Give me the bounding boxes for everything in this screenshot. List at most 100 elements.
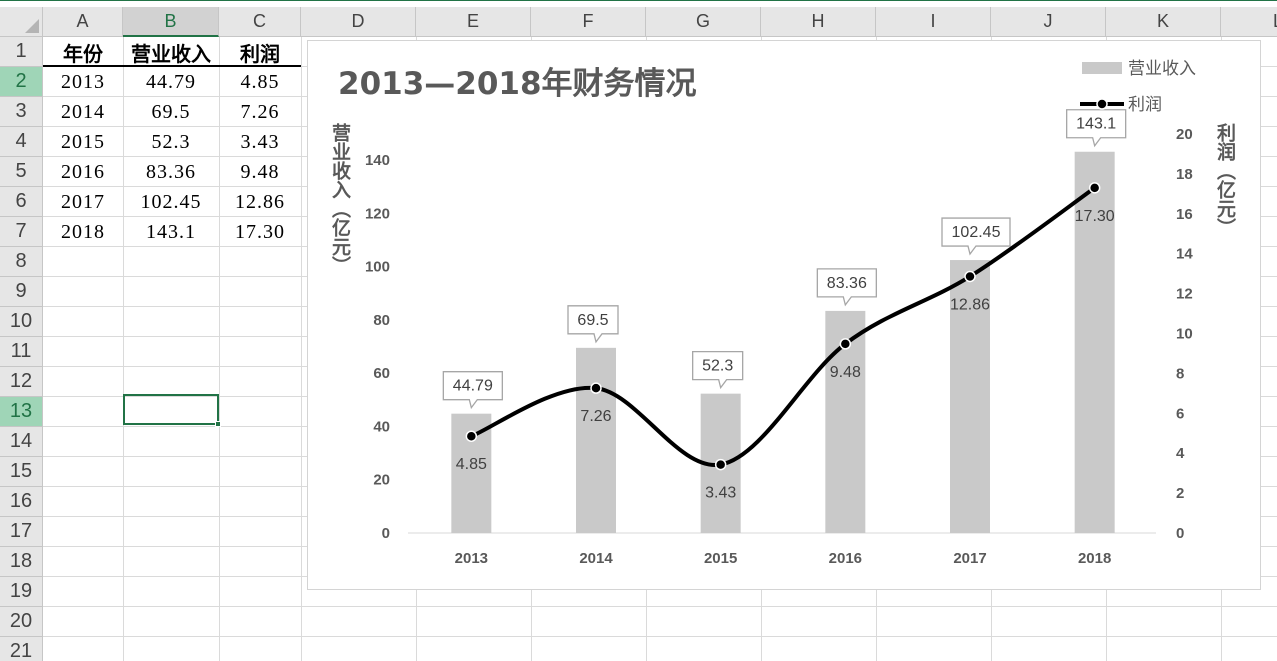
row-header-14[interactable]: 14: [0, 427, 43, 457]
bar-data-label: 44.79: [453, 378, 493, 395]
column-header-E[interactable]: E: [416, 7, 531, 37]
row-header-20[interactable]: 20: [0, 607, 43, 637]
x-tick-label: 2017: [953, 550, 986, 567]
column-header-I[interactable]: I: [876, 7, 991, 37]
cell-A7[interactable]: 2018: [61, 220, 105, 243]
y-tick-label: 0: [382, 525, 390, 542]
header-underline: [43, 65, 301, 67]
cell-B2[interactable]: 44.79: [146, 70, 196, 93]
row-header-6[interactable]: 6: [0, 187, 43, 217]
cell-B4[interactable]: 52.3: [151, 130, 191, 153]
cell-C7[interactable]: 17.30: [235, 220, 285, 243]
y2-tick-label: 14: [1176, 246, 1193, 263]
cell-B5[interactable]: 83.36: [146, 160, 196, 183]
profit-point-2014: [590, 382, 602, 394]
y2-tick-label: 20: [1176, 126, 1193, 143]
profit-point-2017: [964, 270, 976, 283]
y2-tick-label: 0: [1176, 525, 1184, 542]
column-header-A[interactable]: A: [43, 7, 123, 37]
column-header-K[interactable]: K: [1106, 7, 1221, 37]
y2-tick-label: 18: [1176, 166, 1193, 183]
gridline-horizontal: [43, 606, 1277, 607]
gridline-vertical: [123, 37, 124, 661]
cell-C4[interactable]: 3.43: [240, 130, 280, 153]
cell-B7[interactable]: 143.1: [146, 220, 196, 243]
profit-point-2015: [714, 458, 727, 471]
row-header-10[interactable]: 10: [0, 307, 43, 337]
row-header-17[interactable]: 17: [0, 517, 43, 547]
row-header-21[interactable]: 21: [0, 637, 43, 661]
cell-C3[interactable]: 7.26: [240, 100, 280, 123]
x-tick-label: 2016: [829, 550, 862, 567]
active-cell-B13[interactable]: [123, 394, 221, 427]
row-header-19[interactable]: 19: [0, 577, 43, 607]
select-all-corner[interactable]: [0, 7, 43, 37]
cell-C2[interactable]: 4.85: [240, 70, 280, 93]
cell-A5[interactable]: 2016: [61, 160, 105, 183]
bar-2018: [1074, 151, 1115, 533]
y-axis-label: 营业收入（亿元）: [329, 122, 351, 275]
row-header-1[interactable]: 1: [0, 37, 43, 67]
cell-B6[interactable]: 102.45: [140, 190, 202, 213]
column-header-J[interactable]: J: [991, 7, 1106, 37]
row-header-2[interactable]: 2: [0, 67, 43, 97]
column-header-B[interactable]: B: [123, 7, 219, 37]
bar-data-label: 69.5: [577, 312, 608, 329]
row-header-15[interactable]: 15: [0, 457, 43, 487]
cell-C6[interactable]: 12.86: [235, 190, 285, 213]
legend-label-revenue: 营业收入: [1128, 59, 1196, 79]
cell-B1[interactable]: 营业收入: [131, 41, 211, 66]
cell-C5[interactable]: 9.48: [240, 160, 280, 183]
y2-tick-label: 10: [1176, 326, 1193, 343]
y2-tick-label: 6: [1176, 405, 1184, 422]
column-header-L[interactable]: L: [1221, 7, 1277, 37]
row-header-5[interactable]: 5: [0, 157, 43, 187]
cell-C1[interactable]: 利润: [240, 41, 280, 66]
row-header-12[interactable]: 12: [0, 367, 43, 397]
fill-handle[interactable]: [215, 421, 221, 427]
bar-data-callout: [692, 351, 744, 390]
cell-A6[interactable]: 2017: [61, 190, 105, 213]
y-tick-label: 40: [373, 418, 390, 435]
row-header-4[interactable]: 4: [0, 127, 43, 157]
profit-point-2016: [839, 338, 852, 350]
bar-data-label: 52.3: [702, 358, 733, 375]
row-header-13[interactable]: 13: [0, 397, 43, 427]
y-tick-label: 140: [365, 152, 390, 169]
y2-tick-label: 4: [1176, 445, 1185, 462]
row-header-16[interactable]: 16: [0, 487, 43, 517]
y2-tick-label: 8: [1176, 365, 1184, 382]
row-header-11[interactable]: 11: [0, 337, 43, 367]
row-header-3[interactable]: 3: [0, 97, 43, 127]
legend-swatch-profit-marker: [1096, 98, 1108, 110]
row-header-18[interactable]: 18: [0, 547, 43, 577]
y2-tick-label: 12: [1176, 286, 1193, 303]
column-header-F[interactable]: F: [531, 7, 646, 37]
row-header-8[interactable]: 8: [0, 247, 43, 277]
column-header-C[interactable]: C: [219, 7, 301, 37]
y-tick-label: 100: [365, 259, 390, 276]
cell-B3[interactable]: 69.5: [151, 100, 191, 123]
column-header-G[interactable]: G: [646, 7, 761, 37]
cell-A1[interactable]: 年份: [63, 41, 103, 66]
row-header-9[interactable]: 9: [0, 277, 43, 307]
column-header-H[interactable]: H: [761, 7, 876, 37]
cell-A4[interactable]: 2015: [61, 130, 105, 153]
bar-data-callout: [941, 217, 1011, 256]
column-header-D[interactable]: D: [301, 7, 416, 37]
cell-A2[interactable]: 2013: [61, 70, 105, 93]
bar-2014: [576, 347, 616, 533]
line-data-label: 12.86: [950, 296, 990, 313]
cell-A3[interactable]: 2014: [61, 100, 105, 123]
row-header-7[interactable]: 7: [0, 217, 43, 247]
line-data-label: 7.26: [580, 408, 611, 425]
y-tick-label: 20: [373, 472, 390, 489]
y-tick-label: 60: [373, 365, 390, 382]
bar-data-label: 143.1: [1076, 116, 1116, 133]
legend-swatch-revenue: [1082, 62, 1122, 74]
gridline-vertical: [301, 37, 302, 661]
combo-chart[interactable]: 2013—2018年财务情况 营业收入（亿元） 利润（亿元） 0 20 40 60 80 100…: [307, 40, 1261, 590]
x-tick-label: 2018: [1078, 550, 1111, 567]
profit-point-2018: [1088, 182, 1101, 194]
